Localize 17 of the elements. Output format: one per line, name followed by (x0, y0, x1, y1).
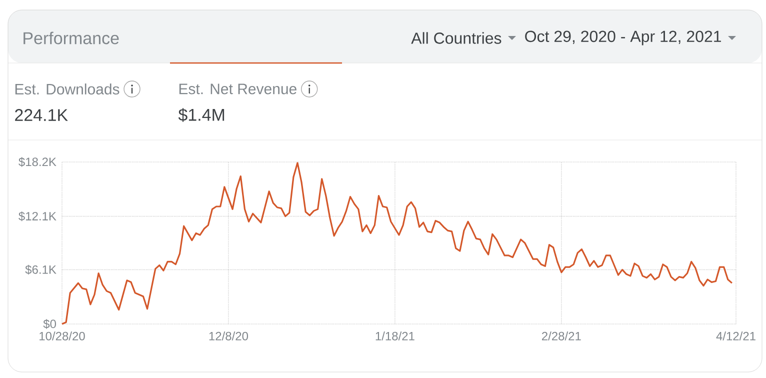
text: Oct 29, 2020 - Apr 12, 2021 (525, 30, 721, 46)
x-tick-label: 2/28/21 (542, 332, 581, 340)
text: Est. Net Revenue (179, 84, 296, 94)
x-tick-label: 1/18/21 (376, 332, 414, 340)
chart-title: Performance (24, 32, 119, 44)
text: All Countries (411, 32, 502, 44)
x-tick-label: 10/28/20 (40, 332, 85, 340)
y-tick-label: $12.1K (18, 211, 56, 222)
y-tick-label: $18.2K (18, 157, 56, 167)
text: 224.1K (15, 109, 68, 121)
text: $1.4M (178, 108, 224, 122)
y-tick-label: $0 (43, 319, 56, 329)
x-tick-label: 4/12/21 (716, 332, 756, 340)
y-tick-label: $6.1K (25, 264, 56, 275)
line-series (61, 162, 733, 325)
x-tick-label: 12/8/20 (209, 332, 248, 340)
text: Est. Downloads (15, 83, 120, 94)
